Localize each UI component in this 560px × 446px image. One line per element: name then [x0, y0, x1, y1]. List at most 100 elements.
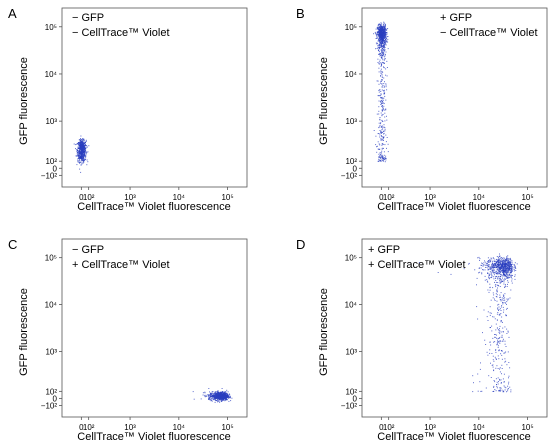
point-d-639	[506, 278, 508, 279]
point-d-490	[478, 272, 480, 274]
point-c-793	[210, 395, 212, 397]
point-d-438	[511, 262, 513, 264]
point-d-586	[497, 264, 499, 266]
point-d-493	[500, 278, 501, 280]
point-b-988	[383, 56, 385, 58]
point-d-733	[497, 284, 499, 286]
point-d-354	[511, 268, 513, 270]
point-b-800	[381, 100, 383, 102]
x-tick-label-b-0: 0	[379, 193, 384, 202]
point-c-771	[225, 397, 227, 399]
point-a-492	[80, 152, 82, 154]
point-d-678	[502, 271, 504, 273]
point-c-764	[226, 394, 228, 396]
point-a-291	[78, 150, 80, 152]
point-c-741	[216, 394, 218, 396]
point-d-683	[508, 260, 510, 262]
point-c-562	[223, 392, 225, 394]
point-d-783	[504, 352, 506, 354]
point-b-83	[375, 32, 376, 34]
point-d-12	[500, 270, 502, 272]
point-d-737	[497, 377, 499, 379]
point-d-251	[514, 262, 516, 264]
point-d-471	[491, 275, 493, 277]
point-a-177	[83, 161, 85, 163]
point-a-417	[79, 140, 81, 142]
point-b-526	[377, 28, 379, 30]
point-c-653	[213, 396, 215, 398]
point-d-604	[506, 271, 508, 273]
point-d-356	[506, 303, 507, 305]
point-c-164	[210, 394, 211, 396]
point-a-525	[83, 160, 85, 162]
point-a-533	[82, 152, 83, 154]
point-b-995	[381, 136, 383, 138]
point-c-622	[230, 396, 231, 398]
point-b-651	[380, 44, 382, 46]
point-a-302	[77, 151, 79, 153]
point-a-24	[77, 146, 79, 148]
point-b-785	[385, 74, 387, 76]
point-b-112	[386, 29, 388, 31]
point-a-403	[82, 145, 84, 147]
point-d-571	[498, 265, 499, 267]
point-d-564	[505, 262, 507, 263]
point-b-699	[383, 34, 385, 35]
point-d-884	[507, 299, 509, 301]
point-d-997	[502, 277, 503, 279]
point-a-549	[83, 152, 85, 154]
point-b-487	[385, 39, 387, 41]
point-d-720	[509, 386, 511, 388]
point-c-518	[208, 399, 210, 400]
point-c-684	[223, 394, 225, 396]
point-c-703	[219, 393, 221, 395]
point-b-824	[380, 73, 382, 75]
point-b-863	[381, 98, 383, 100]
point-a-352	[81, 150, 83, 152]
point-d-790	[496, 337, 498, 339]
point-b-659	[380, 22, 382, 24]
point-b-971	[381, 79, 383, 81]
point-b-114	[377, 45, 379, 47]
point-b-783	[382, 139, 384, 141]
point-b-104	[377, 47, 379, 49]
point-d-566	[499, 261, 501, 263]
point-d-228	[507, 270, 509, 272]
point-d-852	[503, 381, 505, 383]
point-b-972	[386, 89, 388, 91]
x-tick-label-d-4: 10⁵	[521, 423, 533, 432]
point-d-290	[508, 270, 510, 272]
point-d-911	[486, 280, 488, 282]
point-a-243	[80, 161, 81, 163]
point-d-815	[498, 389, 500, 391]
point-d-353	[496, 266, 498, 268]
point-d-125	[497, 276, 499, 278]
point-d-8	[477, 257, 479, 259]
point-c-438	[227, 394, 229, 396]
point-b-802	[380, 123, 381, 125]
point-a-584	[84, 148, 86, 149]
point-d-669	[501, 267, 503, 269]
point-d-777	[499, 314, 501, 316]
point-d-924	[497, 304, 499, 306]
point-c-451	[215, 399, 217, 401]
point-b-982	[378, 149, 380, 150]
point-d-979	[477, 390, 479, 392]
point-c-789	[224, 393, 226, 395]
point-b-851	[381, 109, 383, 111]
point-b-870	[377, 148, 379, 150]
point-b-584	[377, 42, 378, 44]
point-d-831	[504, 286, 506, 288]
point-d-578	[508, 263, 510, 265]
point-a-322	[81, 140, 83, 142]
point-d-90	[491, 269, 493, 271]
point-b-948	[380, 101, 382, 103]
point-c-718	[211, 394, 213, 396]
point-c-673	[231, 397, 233, 399]
point-c-778	[220, 392, 222, 394]
point-b-484	[379, 38, 381, 40]
point-b-677	[382, 35, 383, 37]
point-d-104	[499, 269, 501, 271]
point-d-634	[499, 262, 501, 264]
point-b-951	[381, 57, 383, 59]
